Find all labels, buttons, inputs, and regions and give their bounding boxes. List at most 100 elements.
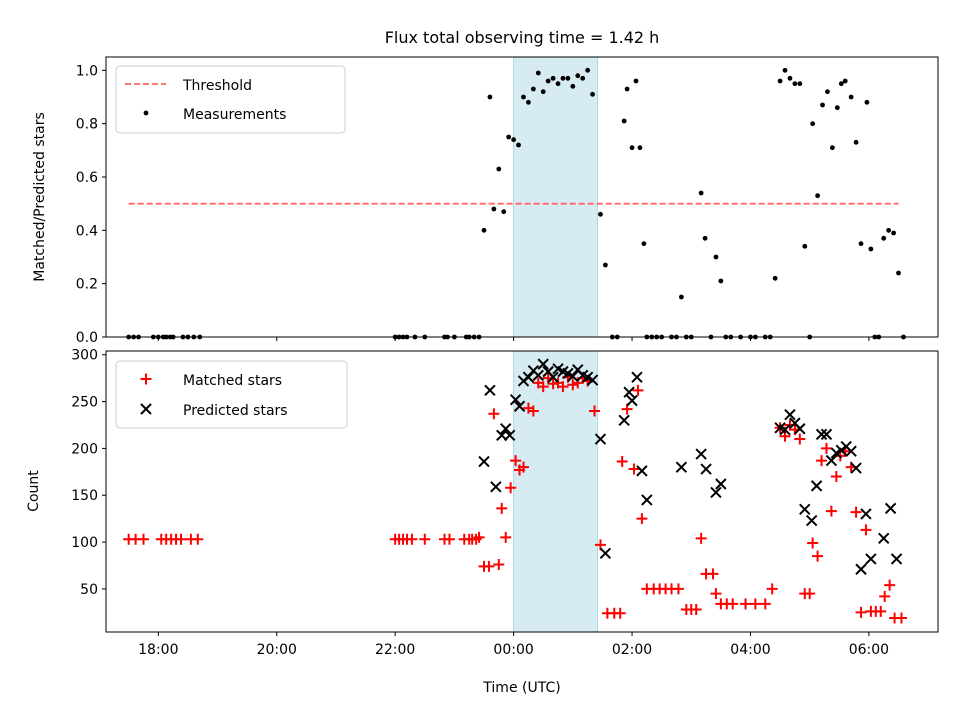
- matched-point: [614, 607, 626, 619]
- matched-point: [505, 482, 517, 494]
- measurement-point: [713, 254, 719, 260]
- matched-stars-series: [123, 371, 907, 624]
- top-x-ticks: [157, 337, 870, 341]
- predicted-point: [810, 480, 823, 492]
- measurement-point: [629, 145, 635, 151]
- matched-point: [589, 405, 601, 417]
- matched-point: [527, 405, 539, 417]
- predicted-legend-label: Predicted stars: [183, 403, 288, 419]
- predicted-point: [878, 532, 890, 545]
- measurement-point: [834, 105, 840, 111]
- matched-point: [493, 559, 505, 571]
- matched-point: [616, 456, 628, 468]
- y-tick-label: 300: [71, 348, 98, 364]
- predicted-point: [490, 481, 502, 493]
- measurement-point: [825, 89, 830, 95]
- y-tick-label: 0.4: [76, 223, 98, 239]
- measurement-point: [575, 73, 581, 79]
- x-tick-label: 04:00: [730, 642, 770, 658]
- measurement-point: [516, 142, 521, 148]
- matched-point: [816, 455, 828, 467]
- matched-point: [406, 533, 418, 545]
- matched-point: [895, 612, 907, 624]
- y-tick-label: 0.6: [76, 170, 98, 186]
- matched-point: [804, 588, 816, 600]
- predicted-point: [799, 503, 811, 516]
- measurement-point: [858, 241, 864, 247]
- predicted-point: [532, 369, 544, 382]
- top-plot-frame: [105, 56, 939, 338]
- predicted-point: [820, 428, 833, 441]
- predicted-point: [500, 423, 512, 435]
- measurement-point: [530, 86, 536, 92]
- chart-title: Flux total observing time = 1.42 h: [385, 28, 660, 47]
- measurement-point: [802, 243, 808, 249]
- measurement-point: [787, 75, 793, 81]
- matched-point: [628, 463, 640, 475]
- measurement-point: [570, 83, 576, 89]
- matched-point: [517, 461, 529, 473]
- measurement-point: [521, 94, 526, 100]
- predicted-point: [623, 386, 635, 398]
- matched-point: [794, 433, 806, 445]
- predicted-point: [715, 478, 727, 490]
- predicted-point: [513, 400, 526, 412]
- predicted-point: [675, 461, 688, 473]
- measurement-point: [797, 81, 803, 87]
- observing-span-bottom: [513, 350, 599, 633]
- measurement-point: [864, 99, 870, 105]
- predicted-point: [509, 393, 522, 406]
- measurement-point: [853, 139, 859, 145]
- measurement-point: [886, 227, 892, 233]
- measurement-point: [891, 230, 896, 236]
- predicted-point: [636, 465, 648, 477]
- matched-point: [707, 568, 719, 580]
- top-y-axis-label: Matched/Predicted stars: [32, 112, 48, 282]
- bottom-plot-frame: [105, 350, 939, 633]
- measurement-point: [772, 275, 778, 281]
- measurement-point: [487, 94, 493, 100]
- measurement-point: [598, 211, 603, 217]
- measurement-point: [501, 209, 507, 215]
- measurement-point: [678, 294, 684, 300]
- predicted-point: [815, 428, 828, 441]
- bottom-legend-box: [115, 360, 348, 429]
- measurement-point: [506, 134, 512, 140]
- measurement-point: [565, 75, 571, 81]
- matched-point: [812, 550, 824, 562]
- x-tick-label: 06:00: [849, 642, 889, 658]
- matched-point: [192, 533, 204, 545]
- predicted-point: [845, 445, 857, 457]
- measurements-legend-icon: [143, 110, 149, 116]
- predicted-point: [478, 455, 490, 468]
- predicted-point: [805, 514, 818, 527]
- predicted-point: [860, 508, 872, 520]
- matched-point: [875, 605, 887, 617]
- measurement-point: [526, 99, 531, 105]
- matched-point: [636, 513, 648, 525]
- matched-legend-label: Matched stars: [183, 373, 282, 389]
- x-tick-label: 02:00: [612, 642, 652, 658]
- matched-point: [500, 531, 512, 543]
- y-tick-label: 0.0: [76, 330, 98, 346]
- predicted-point: [794, 423, 806, 435]
- matched-point: [567, 379, 579, 391]
- observing-span-top: [513, 56, 599, 338]
- measurement-point: [590, 91, 595, 97]
- predicted-point: [586, 374, 599, 386]
- matched-point: [759, 598, 771, 610]
- predicted-point: [618, 414, 630, 427]
- predicted-stars-series: [478, 358, 903, 575]
- bottom-panel-counts: 50 100 150 200 250 300 18:00 20:00 22:00 00:00 02…: [26, 348, 939, 696]
- predicted-point: [567, 370, 579, 382]
- measurement-point: [829, 145, 835, 151]
- measurement-point: [602, 262, 608, 268]
- bottom-x-ticks: 18:00 20:00 22:00 00:00 02:00 04:00 06:00: [138, 632, 889, 658]
- predicted-point: [537, 358, 549, 370]
- matched-point: [850, 506, 862, 518]
- measurement-point: [896, 270, 901, 276]
- matched-point: [825, 505, 837, 517]
- y-tick-label: 200: [71, 441, 98, 457]
- measurement-point: [777, 78, 783, 84]
- y-tick-label: 0.8: [76, 117, 98, 133]
